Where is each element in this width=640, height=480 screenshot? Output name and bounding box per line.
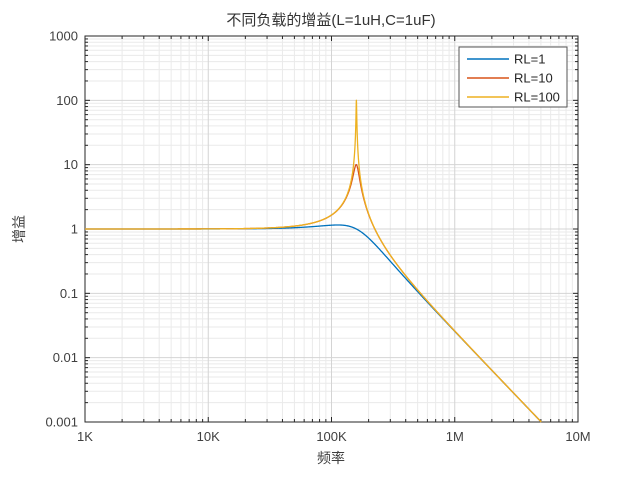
legend: RL=1 RL=10 RL=100 [458,46,568,108]
y-axis-label: 增益 [11,215,27,243]
x-tick-label: 10K [197,429,220,444]
y-tick-label: 1000 [49,29,78,44]
y-tick-label: 0.001 [45,415,78,430]
y-tick-label: 10 [64,157,78,172]
series-rl-100 [84,99,542,423]
x-tick-label: 100K [316,429,347,444]
major-gridlines [85,36,578,422]
x-tick-label: 1K [77,429,93,444]
y-tick-label: 1 [71,222,78,237]
axis-ticks [84,35,579,423]
x-tick-labels: 1K 10K 100K 1M 10M [77,429,591,444]
x-tick-label: 1M [446,429,464,444]
legend-label: RL=1 [514,52,545,67]
legend-label: RL=100 [514,90,560,105]
x-tick-label: 10M [565,429,590,444]
data-series [84,99,542,423]
chart-title: 不同负载的增益(L=1uH,C=1uF) [226,12,435,29]
y-tick-labels: 1000 100 10 1 0.1 0.01 0.001 [45,29,78,430]
legend-label: RL=10 [514,71,553,86]
y-tick-label: 0.1 [60,286,78,301]
y-tick-label: 100 [56,93,78,108]
y-tick-label: 0.01 [53,350,78,365]
x-axis-label: 频率 [317,450,345,466]
